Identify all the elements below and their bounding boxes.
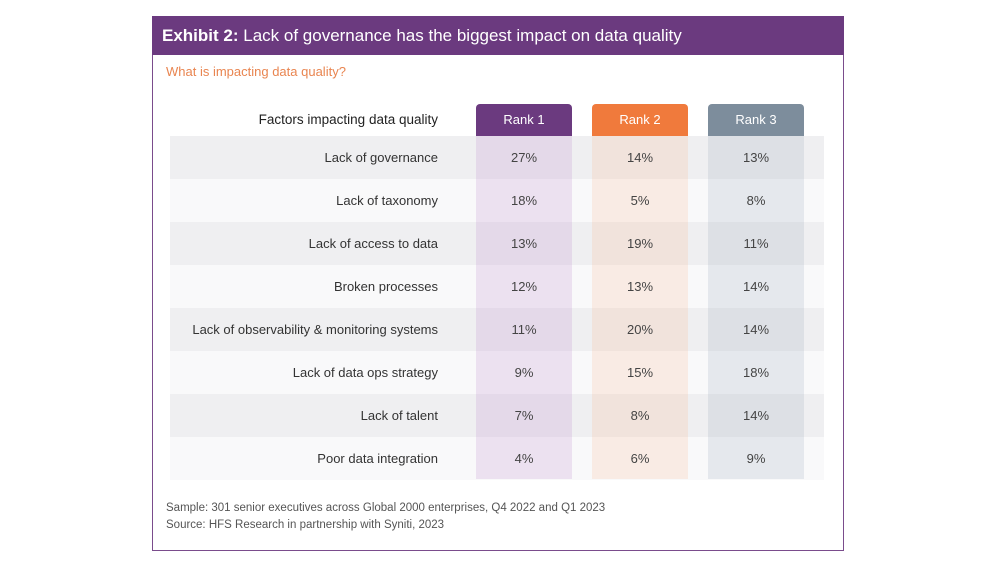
cell-value: 19% [626,236,654,251]
row-label: Lack of access to data [308,236,438,251]
cell-value: 14% [742,322,770,337]
cell-value: 18% [742,365,770,380]
column-header: Rank 3 [708,104,804,136]
table-row [170,351,824,394]
cell-value: 13% [626,279,654,294]
row-label: Poor data integration [317,451,438,466]
cell-value: 9% [746,451,766,466]
table-row [170,222,824,265]
table-row [170,136,824,179]
row-label: Lack of talent [360,408,438,423]
cell-value: 7% [514,408,534,423]
row-label: Lack of taxonomy [336,193,438,208]
cell-value: 6% [630,451,650,466]
column-band [476,136,572,479]
cell-value: 18% [510,193,538,208]
exhibit-header: Exhibit 2: Lack of governance has the bi… [152,16,844,55]
cell-value: 11% [511,322,537,337]
exhibit-title: Lack of governance has the biggest impac… [243,26,682,45]
row-label: Lack of observability & monitoring syste… [192,322,438,337]
cell-value: 4% [514,451,534,466]
row-label: Broken processes [333,279,438,294]
subtitle: What is impacting data quality? [166,64,346,79]
cell-value: 13% [742,150,770,165]
column-header: Rank 2 [592,104,688,136]
table-row [170,308,824,351]
cell-value: 14% [742,279,770,294]
cell-value: 9% [514,365,534,380]
cell-value: 20% [626,322,654,337]
cell-value: 15% [626,365,654,380]
column-band [708,136,804,479]
column-band [592,136,688,479]
table-row [170,394,824,437]
cell-value: 12% [510,279,538,294]
cell-value: 11% [743,236,769,251]
cell-value: 27% [510,150,538,165]
cell-value: 5% [630,193,650,208]
cell-value: 14% [742,408,770,423]
sample-note: Sample: 301 senior executives across Glo… [166,502,606,514]
row-label: Lack of data ops strategy [292,365,438,380]
source-note: Source: HFS Research in partnership with… [166,519,445,531]
exhibit-number: Exhibit 2: [162,26,239,45]
cell-value: 8% [630,408,650,423]
table-row [170,437,824,480]
cell-value: 13% [510,236,538,251]
cell-value: 8% [746,193,766,208]
column-header: Rank 1 [476,104,572,136]
table-row [170,179,824,222]
table-row [170,265,824,308]
row-header: Factors impacting data quality [258,112,438,127]
cell-value: 14% [626,150,654,165]
row-label: Lack of governance [324,150,438,165]
